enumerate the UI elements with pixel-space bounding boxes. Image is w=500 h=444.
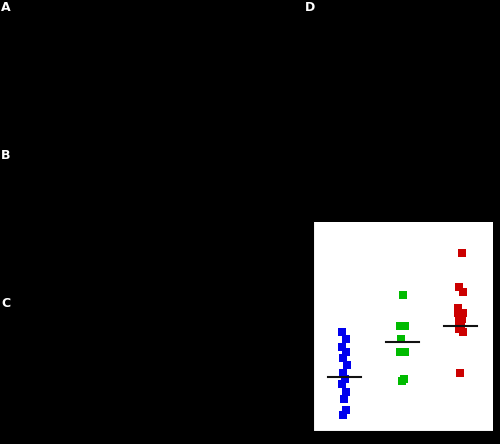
Point (401, 323, 409, 330)
Point (454, 305, 462, 312)
Point (342, 336, 350, 343)
Point (342, 388, 350, 395)
Y-axis label: Time of initial recruitment to mitochondria (min): Time of initial recruitment to mitochond… (281, 233, 290, 420)
Point (343, 362, 351, 369)
Point (399, 292, 407, 299)
Point (340, 370, 347, 377)
Point (456, 317, 464, 325)
Point (342, 349, 349, 356)
Point (455, 325, 463, 333)
Point (458, 315, 466, 322)
Point (338, 412, 346, 419)
Point (459, 328, 467, 335)
Point (459, 289, 467, 296)
Point (338, 328, 346, 335)
Point (456, 370, 464, 377)
Point (340, 396, 348, 403)
Point (455, 284, 463, 291)
Point (338, 354, 346, 361)
Point (460, 310, 468, 317)
Text: A: A (1, 1, 11, 14)
Point (400, 375, 407, 382)
Point (338, 380, 346, 387)
Point (402, 349, 409, 356)
Point (458, 250, 466, 257)
Point (457, 323, 465, 330)
Point (341, 375, 349, 382)
Point (396, 349, 404, 356)
Text: D: D (305, 1, 316, 14)
Text: B: B (1, 149, 11, 162)
Point (398, 377, 406, 385)
Point (396, 323, 404, 330)
Point (454, 310, 462, 317)
Text: E: E (305, 215, 314, 228)
Point (342, 406, 349, 413)
Point (338, 344, 345, 351)
Text: C: C (1, 297, 10, 310)
Point (398, 336, 406, 343)
